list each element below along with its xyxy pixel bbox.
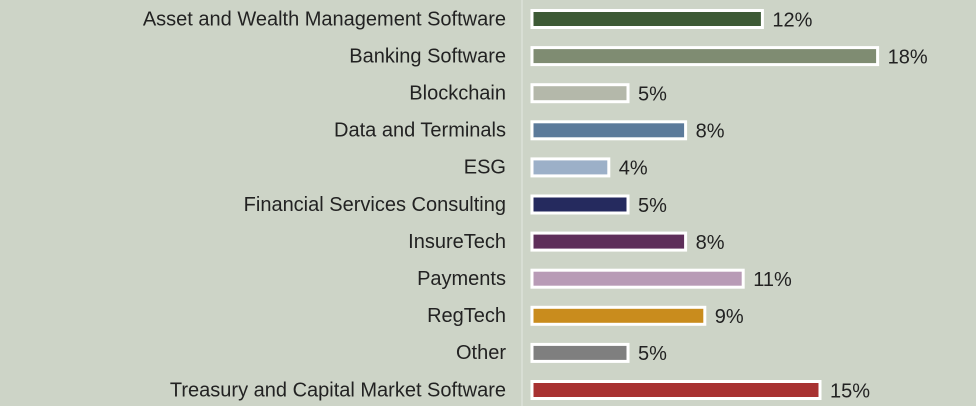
- category-label: Asset and Wealth Management Software: [143, 8, 506, 30]
- value-label: 8%: [696, 121, 725, 143]
- bar: [530, 305, 707, 326]
- category-label: Treasury and Capital Market Software: [170, 379, 506, 401]
- value-label: 9%: [715, 306, 744, 328]
- category-label: Blockchain: [409, 82, 506, 104]
- category-label: Data and Terminals: [334, 120, 506, 142]
- category-label: Other: [456, 342, 506, 364]
- bar: [530, 380, 822, 400]
- value-label: 4%: [619, 158, 648, 180]
- category-label: Payments: [417, 268, 506, 290]
- bar: [530, 342, 630, 363]
- category-label: RegTech: [427, 305, 506, 327]
- value-label: 8%: [696, 232, 725, 254]
- bar: [530, 268, 745, 289]
- bar: [530, 9, 764, 29]
- category-label: InsureTech: [408, 231, 506, 253]
- value-label: 15%: [830, 380, 870, 402]
- value-label: 5%: [638, 343, 667, 365]
- value-label: 5%: [638, 83, 667, 105]
- category-label: ESG: [464, 157, 506, 179]
- category-label: Banking Software: [349, 45, 506, 67]
- bar: [530, 46, 880, 67]
- value-label: 12%: [772, 9, 812, 31]
- value-label: 11%: [753, 269, 792, 291]
- bar: [530, 231, 688, 252]
- bar: [530, 120, 688, 141]
- category-label: Financial Services Consulting: [244, 194, 506, 216]
- value-label: 5%: [638, 195, 667, 217]
- bar: [530, 194, 630, 215]
- value-label: 18%: [888, 46, 928, 68]
- bar: [530, 157, 611, 178]
- bar: [530, 83, 630, 104]
